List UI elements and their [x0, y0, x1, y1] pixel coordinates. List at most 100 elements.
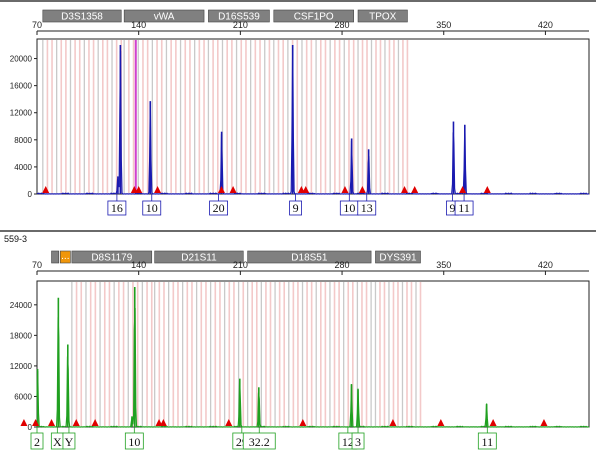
allele-label: 20 [213, 201, 225, 215]
y-tick-label: 4000 [14, 163, 32, 172]
trace-line [36, 44, 589, 195]
size-standard-marker [459, 186, 467, 193]
marker-bar [273, 9, 354, 23]
marker-bar [42, 9, 122, 23]
marker-name: D21S11 [181, 253, 217, 264]
size-standard-marker [72, 419, 80, 426]
size-standard-marker [20, 419, 28, 426]
allele-label-box [477, 432, 497, 450]
allele-label-box [107, 200, 127, 216]
allele-label: 11 [482, 435, 494, 449]
size-standard-marker [302, 186, 310, 193]
x-tick-label: 140 [131, 20, 146, 30]
size-standard-marker [437, 419, 445, 426]
y-tick-label: 16000 [10, 82, 33, 91]
marker-bar [154, 250, 244, 264]
y-tick-label: 12000 [10, 362, 33, 371]
allele-label: X [53, 435, 62, 449]
x-tick-label: 420 [538, 20, 553, 30]
allele-label-box [357, 200, 377, 216]
y-tick-label: 6000 [14, 392, 32, 401]
allele-label: Y [65, 435, 74, 449]
allele-label: 13 [361, 201, 373, 215]
allele-label: 11 [458, 201, 470, 215]
allele-label-box [351, 432, 365, 450]
size-standard-marker [401, 186, 409, 193]
marker-bar [247, 250, 372, 264]
allele-label: 9 [449, 201, 455, 215]
size-standard-marker [135, 186, 143, 193]
allele-label: 16 [111, 201, 123, 215]
marker-bar [71, 250, 153, 264]
size-standard-marker [358, 186, 366, 193]
size-standard-marker [229, 186, 237, 193]
y-tick-label: 8000 [14, 136, 32, 145]
allele-label: 9 [293, 201, 299, 215]
panel-top: D3S1358 vWA D16S539 CSF1PO TPOX 70 140 210 280 35… [10, 9, 590, 216]
x-tick-label: 70 [32, 20, 42, 30]
marker-bar [51, 250, 60, 264]
size-standard-marker [159, 419, 167, 426]
marker-name: D18S51 [291, 253, 328, 264]
allele-label-box [289, 200, 302, 216]
size-standard-marker [217, 186, 225, 193]
marker-name: TPOX [369, 12, 397, 23]
size-standard-marker [225, 419, 233, 426]
size-standard-marker [540, 419, 548, 426]
size-standard-marker [389, 419, 397, 426]
allele-label: 32.2 [249, 435, 270, 449]
marker-bar [59, 250, 71, 264]
marker-name: CSF1PO [294, 12, 334, 23]
x-tick-label: 280 [335, 20, 350, 30]
marker-bar [375, 250, 421, 264]
sample-label: 559-3 [4, 234, 27, 244]
allele-label: 12 [342, 435, 354, 449]
allele-label: 3 [355, 435, 361, 449]
size-standard-marker [411, 186, 419, 193]
y-tick-label: 0 [28, 423, 33, 432]
size-standard-marker [154, 186, 162, 193]
allele-bins [71, 282, 422, 426]
x-tick-label: 280 [335, 260, 350, 270]
x-tick-label: 350 [436, 260, 451, 270]
x-tick-label: 420 [538, 260, 553, 270]
marker-name: DYS391 [379, 253, 417, 264]
x-tick-label: 140 [131, 260, 146, 270]
marker-name: D8S1179 [91, 253, 132, 264]
allele-label-box [30, 432, 44, 450]
marker-bar [123, 9, 205, 23]
allele-label-box [124, 432, 144, 450]
size-standard-marker [489, 419, 497, 426]
y-tick-label: 24000 [10, 301, 33, 310]
allele-label: 10 [128, 435, 140, 449]
size-standard-marker [341, 186, 349, 193]
marker-bar [208, 9, 270, 23]
x-tick-label: 210 [233, 260, 248, 270]
allele-label-box [454, 200, 474, 216]
size-standard-marker [91, 419, 99, 426]
x-tick-label: 350 [436, 20, 451, 30]
size-standard-marker [32, 419, 40, 426]
allele-label-box [62, 432, 76, 450]
size-standard-marker [299, 419, 307, 426]
marker-name: D16S539 [218, 12, 260, 23]
allele-label: 2 [34, 435, 40, 449]
x-tick-label: 70 [32, 260, 42, 270]
x-tick-label: 210 [233, 20, 248, 30]
marker-name: vWA [154, 12, 175, 23]
allele-label-box [242, 432, 276, 450]
allele-label: 10 [146, 201, 158, 215]
marker-name: ... [61, 251, 69, 262]
plot-frame [36, 280, 590, 428]
marker-name: D3S1358 [61, 12, 103, 23]
trace-line [36, 307, 589, 428]
allele-label-box [209, 200, 228, 216]
size-standard-marker [483, 186, 491, 193]
y-tick-label: 0 [28, 190, 33, 199]
size-standard-marker [48, 419, 56, 426]
size-standard-marker [42, 186, 50, 193]
allele-label-box [142, 200, 162, 216]
y-tick-label: 20000 [10, 55, 33, 64]
